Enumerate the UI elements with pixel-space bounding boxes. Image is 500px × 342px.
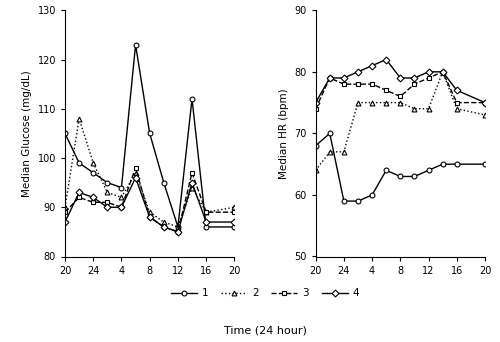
Legend: 1, 2, 3, 4: 1, 2, 3, 4 [166, 284, 364, 303]
Y-axis label: Median Glucose (mg/dL): Median Glucose (mg/dL) [22, 70, 32, 197]
Y-axis label: Median HR (bpm): Median HR (bpm) [278, 88, 288, 179]
Text: Time (24 hour): Time (24 hour) [224, 325, 306, 335]
